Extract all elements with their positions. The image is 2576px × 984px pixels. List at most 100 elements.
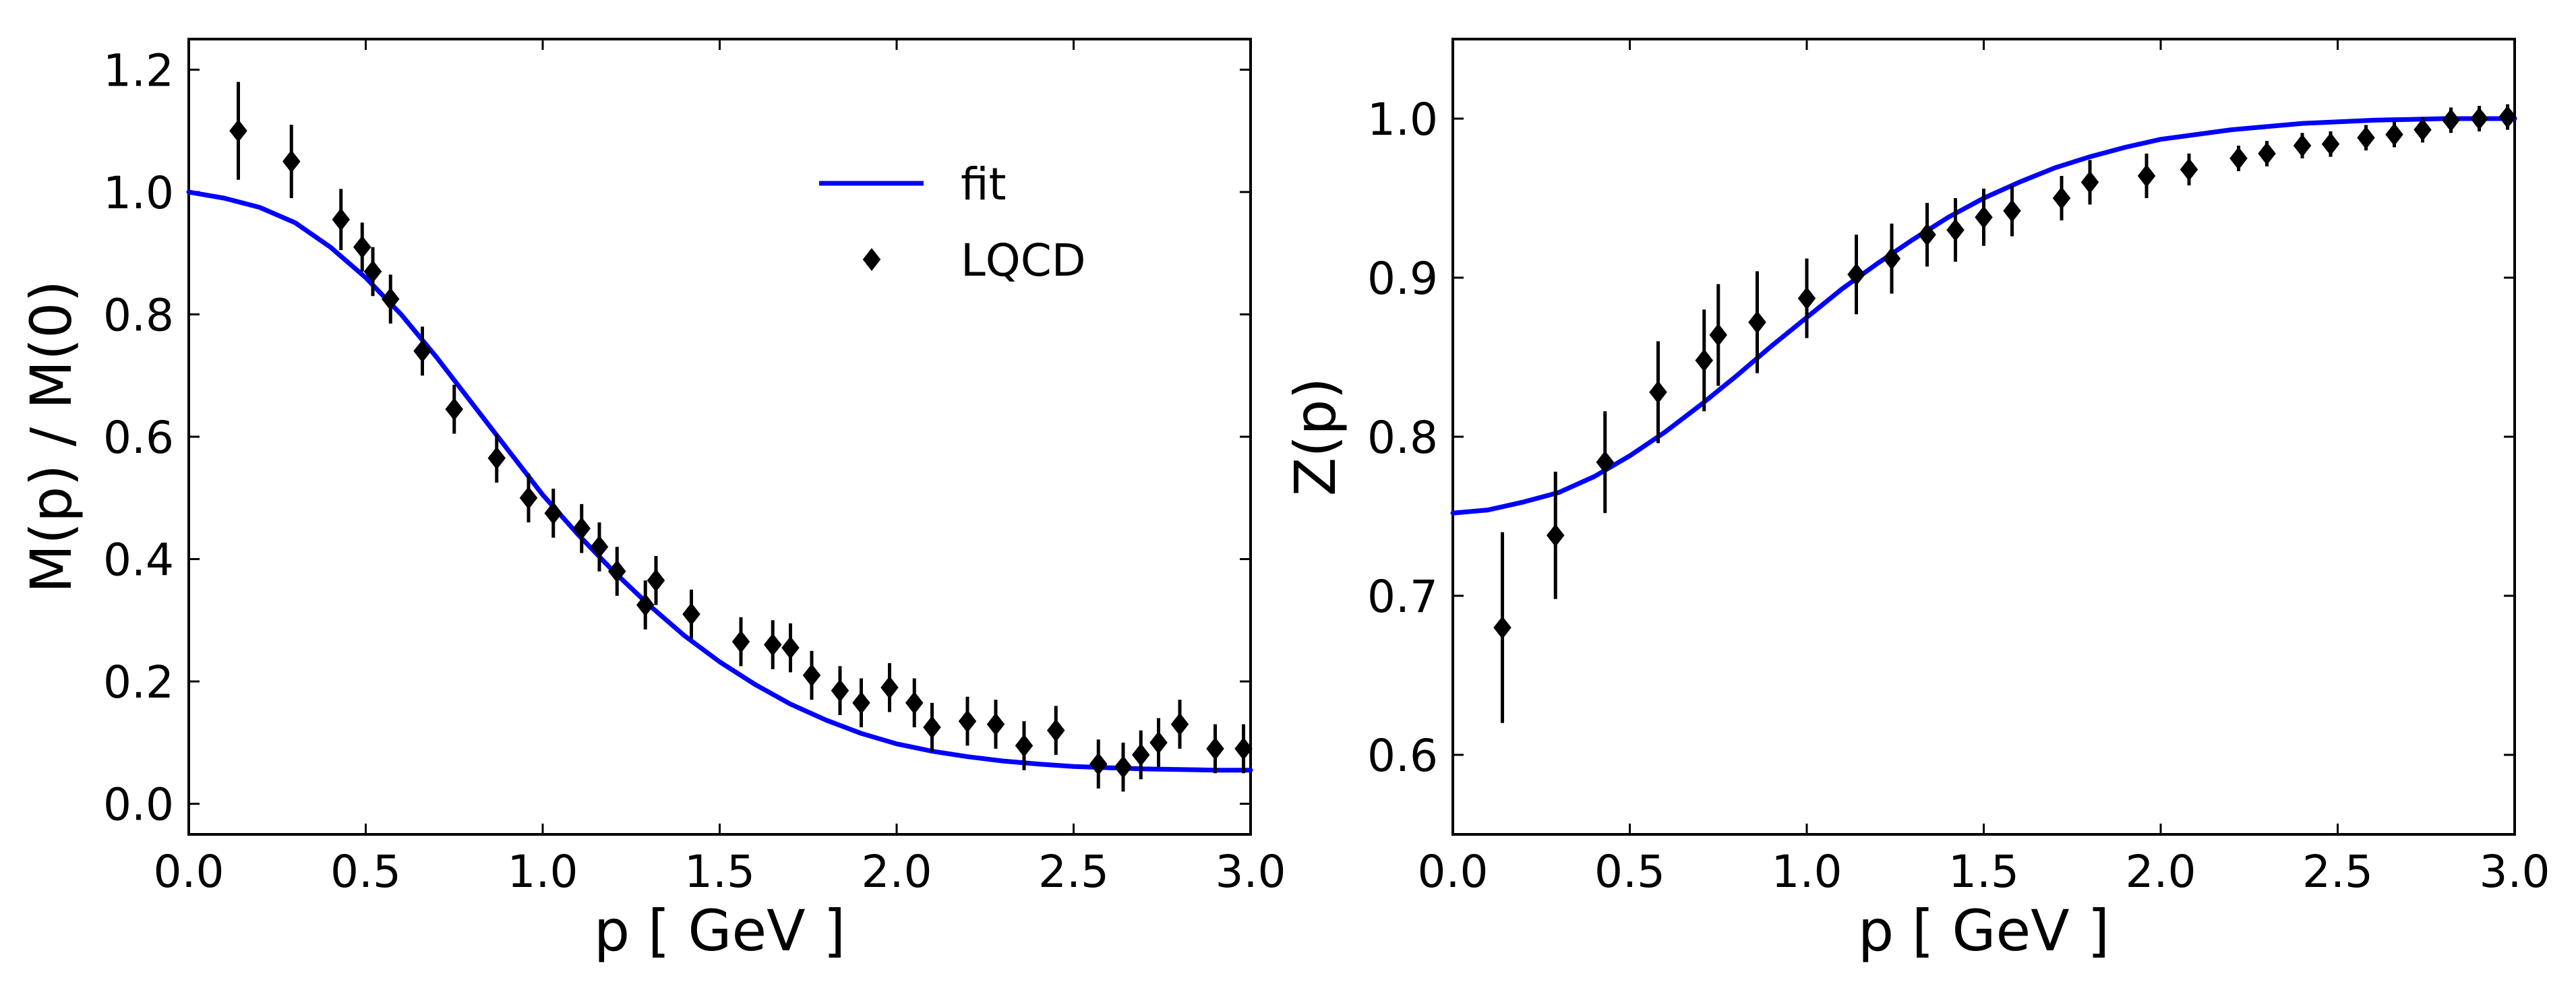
data-point-marker <box>1797 286 1816 310</box>
y-tick-label: 0.2 <box>103 656 174 708</box>
data-point-marker <box>2385 123 2403 146</box>
data-point-marker <box>2442 109 2460 132</box>
data-point-marker <box>572 517 591 541</box>
data-point-marker <box>2003 199 2021 222</box>
y-tick-label: 0.8 <box>1367 412 1438 464</box>
data-point-marker <box>1882 247 1901 270</box>
x-axis-label: p [ GeV ] <box>1858 898 2109 964</box>
data-point-marker <box>1975 206 1993 229</box>
data-point-marker <box>2293 134 2312 158</box>
data-point-marker <box>519 486 538 510</box>
y-tick-label: 1.2 <box>103 44 174 96</box>
data-point-marker <box>986 712 1005 736</box>
data-point-marker <box>282 150 301 173</box>
data-point-marker <box>1046 718 1065 742</box>
legend-label-fit: fit <box>961 158 1006 210</box>
data-point-marker <box>2258 142 2276 165</box>
data-point-marker <box>2357 126 2375 150</box>
x-tick-label: 0.0 <box>1418 846 1489 898</box>
data-point-marker <box>1649 380 1667 404</box>
y-tick-label: 0.6 <box>1367 730 1438 782</box>
data-point-marker <box>958 710 977 733</box>
wave-renormalization-panel: 0.0 0.5 1.0 1.5 2.0 2.5 3.0 0.6 0.7 0.8 0.9 1.0 p [ … <box>1282 38 2550 964</box>
x-tick-label: 0.5 <box>1594 846 1665 898</box>
data-point-marker <box>1206 737 1224 760</box>
data-point-marker <box>2137 164 2156 187</box>
data-point-marker <box>923 716 941 739</box>
data-point-marker <box>905 691 924 714</box>
data-point-marker <box>1546 524 1565 547</box>
y-tick-label: 0.7 <box>1367 571 1438 623</box>
data-point-marker <box>647 569 665 592</box>
data-point-marker <box>353 235 371 259</box>
data-point-marker <box>1149 731 1168 754</box>
data-point-marker <box>1493 616 1511 640</box>
data-point-marker <box>413 339 431 363</box>
data-point-marker <box>636 593 655 617</box>
data-point-marker <box>763 633 782 656</box>
data-point-marker <box>781 636 800 660</box>
data-point-marker <box>731 630 750 654</box>
x-tick-label: 1.5 <box>1948 846 2019 898</box>
data-point-marker <box>607 559 626 583</box>
x-tick-label: 1.0 <box>1772 846 1843 898</box>
data-point-marker <box>1918 223 1936 247</box>
data-point-marker <box>363 259 382 283</box>
data-point-marker <box>1089 752 1108 776</box>
data-point-marker <box>852 691 870 714</box>
data-point-marker <box>229 119 247 143</box>
data-point-marker <box>1847 263 1865 286</box>
x-tick-label: 3.0 <box>1216 846 1286 898</box>
x-tick-label: 0.5 <box>330 846 401 898</box>
data-point-marker <box>802 664 821 687</box>
y-tick-label: 0.4 <box>103 534 174 586</box>
x-axis-label: p [ GeV ] <box>594 898 845 964</box>
x-tick-label: 0.0 <box>154 846 224 898</box>
data-point-marker <box>2470 107 2488 130</box>
x-tick-label: 2.5 <box>2302 846 2373 898</box>
data-point-marker <box>1234 737 1253 760</box>
data-point-marker <box>2498 105 2517 129</box>
fit-curve <box>186 189 1253 773</box>
fit-curve <box>1450 116 2517 516</box>
data-point-marker <box>1114 756 1133 779</box>
y-tick-label: 0.0 <box>103 779 174 831</box>
data-point-marker <box>880 676 899 700</box>
y-axis-label: M(p) / M(0) <box>18 280 84 594</box>
mass-function-panel: 0.0 0.5 1.0 1.5 2.0 2.5 3.0 0.0 0.2 0.4 0.6 0.8 1.0 1… <box>18 38 1286 964</box>
data-point-marker <box>1748 311 1766 334</box>
data-point-marker <box>1015 734 1034 758</box>
data-point-marker <box>2414 118 2432 142</box>
data-point-marker <box>2052 187 2071 210</box>
legend-marker-lqcd <box>862 248 881 271</box>
data-point-marker <box>1709 323 1728 346</box>
x-tick-label: 3.0 <box>2480 846 2550 898</box>
data-point-marker <box>2180 158 2198 181</box>
data-point-marker <box>544 501 563 525</box>
y-tick-label: 0.9 <box>1367 253 1438 305</box>
y-tick-label: 0.8 <box>103 289 174 341</box>
data-point-marker <box>445 398 464 421</box>
data-point-marker <box>2229 147 2248 170</box>
data-point-marker <box>381 287 400 311</box>
data-point-marker <box>2080 171 2099 194</box>
data-point-marker <box>1946 218 1965 242</box>
data-point-marker <box>1596 450 1615 474</box>
data-point-marker <box>2321 132 2340 156</box>
data-point-marker <box>332 208 351 231</box>
x-tick-label: 2.0 <box>862 846 932 898</box>
x-tick-label: 1.5 <box>684 846 755 898</box>
data-point-marker <box>831 679 849 702</box>
legend-label-lqcd: LQCD <box>961 235 1086 286</box>
data-point-marker <box>1695 348 1714 372</box>
y-tick-label: 0.6 <box>103 412 174 464</box>
y-axis-label: Z(p) <box>1282 377 1348 496</box>
x-tick-label: 2.5 <box>1038 846 1109 898</box>
y-tick-label: 1.0 <box>103 167 174 219</box>
data-point-marker <box>1170 712 1189 736</box>
data-point-marker <box>590 535 609 559</box>
x-tick-label: 2.0 <box>2126 846 2196 898</box>
data-point-marker <box>487 446 506 470</box>
x-tick-label: 1.0 <box>508 846 578 898</box>
